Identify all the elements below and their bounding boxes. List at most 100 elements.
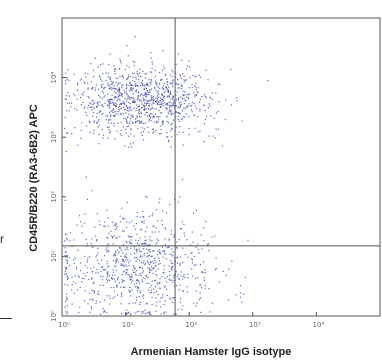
data-point (158, 71, 161, 74)
data-point (138, 106, 140, 108)
data-point (116, 237, 118, 239)
data-point (108, 233, 110, 235)
data-point (164, 300, 166, 302)
data-point (203, 123, 206, 125)
data-point (176, 262, 179, 264)
data-point (113, 278, 115, 280)
data-point (143, 128, 146, 130)
data-point (244, 276, 246, 279)
data-point (166, 294, 168, 297)
x-tick-label: 10⁰ (58, 321, 70, 329)
data-point (66, 299, 68, 301)
data-point (68, 95, 70, 97)
data-point (110, 102, 112, 105)
data-point (197, 87, 199, 89)
data-point (91, 289, 93, 291)
data-point (64, 247, 66, 249)
data-point (187, 277, 189, 279)
data-point (125, 91, 127, 93)
data-point (147, 249, 150, 251)
data-point (217, 111, 219, 113)
data-point (114, 224, 117, 226)
data-point (144, 92, 146, 94)
data-point (102, 112, 104, 115)
data-point (130, 247, 132, 249)
data-point (126, 83, 128, 85)
data-point (179, 256, 182, 258)
data-point (173, 279, 175, 282)
data-point (107, 82, 109, 84)
data-point (182, 290, 184, 292)
data-point (146, 84, 148, 86)
data-point (114, 266, 116, 268)
data-point (108, 295, 110, 297)
data-point (64, 116, 66, 118)
data-point (138, 287, 140, 289)
data-point (175, 63, 177, 65)
data-point (166, 103, 169, 105)
data-point (87, 257, 89, 259)
data-point (65, 259, 67, 261)
data-point (146, 302, 148, 304)
data-point (169, 253, 171, 255)
data-point (159, 99, 161, 102)
data-point (120, 129, 122, 131)
data-point (133, 72, 135, 74)
data-point (71, 303, 73, 305)
data-point (183, 94, 185, 96)
data-point (104, 225, 106, 227)
data-point (167, 91, 170, 93)
data-point (151, 107, 153, 109)
data-point (109, 78, 111, 81)
data-point (126, 87, 128, 89)
data-point (160, 97, 162, 99)
data-point (66, 304, 68, 307)
data-point (166, 104, 168, 106)
data-point (157, 239, 160, 242)
data-point (157, 294, 159, 296)
data-point (98, 104, 100, 106)
data-point (137, 127, 139, 129)
data-point (203, 279, 205, 281)
data-point (77, 82, 79, 84)
data-point (90, 268, 92, 270)
data-point (171, 267, 173, 269)
data-point (152, 115, 155, 117)
data-point (139, 72, 141, 74)
data-point (161, 123, 164, 125)
data-point (73, 239, 75, 241)
data-point (125, 88, 127, 90)
data-point (187, 65, 189, 67)
data-point (126, 312, 128, 314)
data-point (117, 279, 119, 281)
data-point (128, 311, 130, 313)
data-point (169, 105, 171, 107)
data-point (148, 103, 150, 105)
data-point (126, 64, 128, 67)
data-point (110, 115, 112, 117)
data-point (131, 96, 133, 98)
data-point (158, 96, 160, 98)
data-point (135, 274, 137, 277)
data-point (182, 90, 184, 92)
data-point (119, 92, 121, 94)
data-point (155, 270, 157, 272)
data-point (170, 111, 172, 113)
data-point (71, 289, 73, 291)
data-point (136, 72, 138, 74)
data-point (104, 102, 106, 104)
data-point (153, 131, 155, 133)
data-point (172, 302, 174, 304)
data-point (142, 80, 144, 82)
data-point (104, 311, 106, 313)
data-point (103, 299, 106, 301)
data-point (177, 115, 179, 118)
data-point (122, 218, 124, 220)
data-point (152, 267, 154, 269)
data-point (136, 212, 138, 214)
data-point (86, 259, 88, 261)
data-point (80, 270, 82, 272)
data-point (162, 121, 164, 123)
data-point (180, 228, 182, 230)
